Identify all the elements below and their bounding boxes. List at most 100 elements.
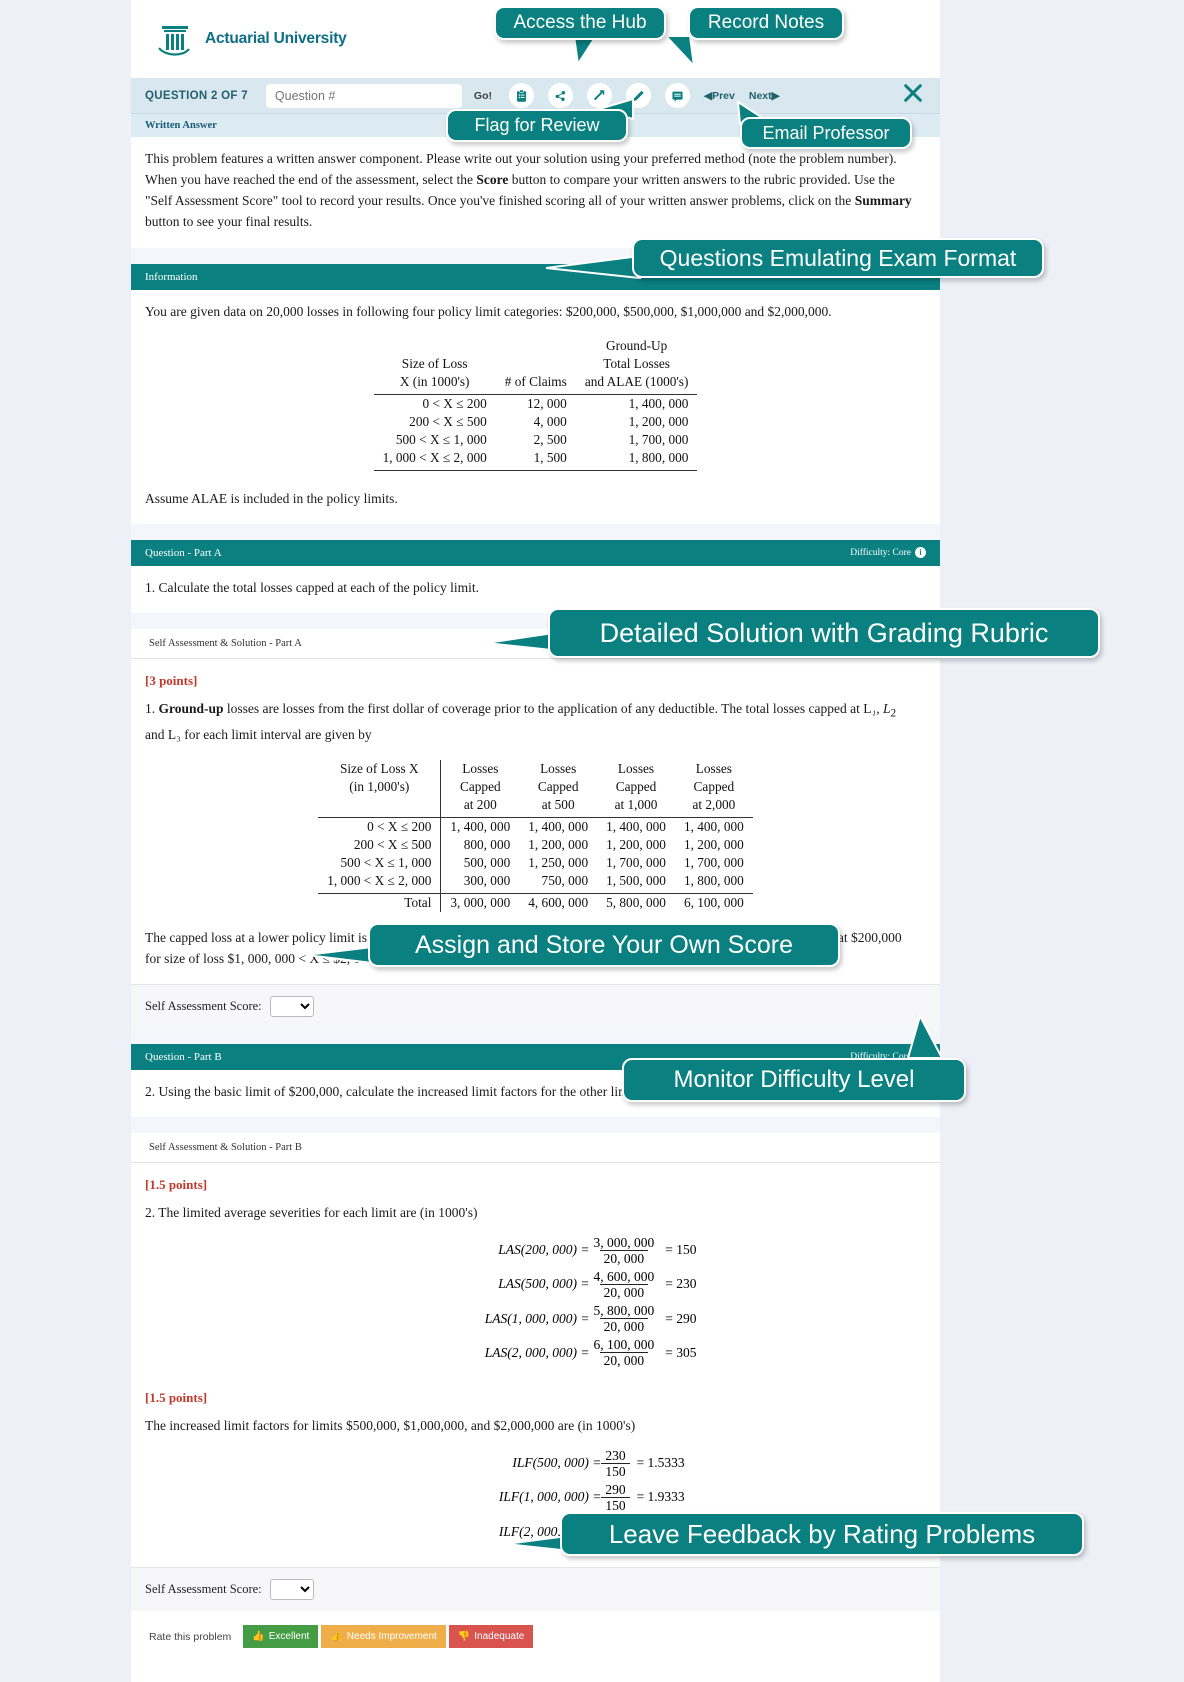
- hub-arrow-icon[interactable]: [587, 83, 612, 108]
- cell: 1, 250, 000: [528, 854, 589, 870]
- info-icon[interactable]: i: [915, 547, 926, 559]
- cell: 1, 700, 000: [606, 854, 666, 870]
- table-row: 0 < X ≤ 200 12, 000 1, 400, 000: [374, 394, 698, 413]
- fraction: 6, 100, 000 20, 000: [590, 1337, 659, 1368]
- cell: 0 < X ≤ 200: [422, 395, 487, 411]
- self-assessment-select-a[interactable]: [269, 996, 314, 1018]
- callout-email-professor: Email Professor: [740, 117, 912, 149]
- las-formula-row: LAS(2, 000, 000) = 6, 100, 000 20, 000 =…: [145, 1337, 926, 1368]
- callout-access-hub: Access the Hub: [494, 6, 666, 40]
- cell: 1, 200, 000: [528, 836, 589, 852]
- cell: 1, 200, 000: [628, 413, 689, 429]
- cell: 1, 000 < X ≤ 2, 000: [373, 448, 496, 471]
- rate-needs-improvement-button[interactable]: 👍 Needs Improvement: [321, 1625, 446, 1649]
- numerator: 4, 600, 000: [593, 1268, 655, 1284]
- th-capped-500: Capped: [537, 778, 579, 794]
- part-a-title: Question - Part A: [145, 546, 222, 559]
- table-row: 500 < X ≤ 1, 000 500, 000 1, 250, 000 1,…: [318, 853, 753, 872]
- part-b-intro-2: The increased limit factors for limits $…: [145, 1418, 636, 1434]
- part-b-difficulty-label: Difficulty: Core: [850, 1052, 911, 1062]
- table-row: Size of Loss X Losses Losses Losses Loss…: [318, 759, 753, 778]
- callout-flag-review: Flag for Review: [446, 109, 628, 142]
- flag-review-icon[interactable]: [548, 83, 573, 108]
- cell: 1, 200, 000: [606, 836, 666, 852]
- part-a-difficulty-label: Difficulty: Core: [850, 547, 911, 558]
- self-assessment-select-b[interactable]: [269, 1579, 314, 1601]
- part-b-question-text: 2. Using the basic limit of $200,000, ca…: [145, 1084, 645, 1100]
- table-row: 200 < X ≤ 500 800, 000 1, 200, 000 1, 20…: [318, 835, 753, 854]
- thumbs-up-icon: 👍: [330, 1631, 343, 1643]
- ilf-lhs: ILF(1, 000, 000) =: [498, 1489, 602, 1505]
- solution-part-b-body: [1.5 points] 2. The limited average seve…: [131, 1163, 940, 1568]
- cell: 1, 700, 000: [683, 854, 744, 870]
- las-rhs: = 230: [665, 1276, 697, 1292]
- numerator: 3, 000, 000: [593, 1234, 655, 1250]
- solution-part-b-header: Self Assessment & Solution - Part B: [131, 1133, 940, 1164]
- table-row: Size of Loss Total Losses: [374, 355, 698, 373]
- table-row: (in 1,000's) Capped Capped Capped Capped: [318, 777, 753, 796]
- email-professor-icon[interactable]: [665, 83, 690, 108]
- las-formula-row: LAS(200, 000) = 3, 000, 000 20, 000 = 15…: [145, 1235, 926, 1266]
- cell: 500 < X ≤ 1, 000: [395, 431, 487, 447]
- th-blank-1: [374, 337, 496, 355]
- callout-exam-format: Questions Emulating Exam Format: [632, 238, 1044, 278]
- capped-losses-table: Size of Loss X Losses Losses Losses Loss…: [318, 759, 753, 912]
- cell: 4, 000: [533, 413, 567, 429]
- rate-inadequate-label: Inadequate: [474, 1631, 525, 1643]
- rate-excellent-button[interactable]: 👍 Excellent: [243, 1625, 319, 1649]
- denominator: 20, 000: [599, 1249, 649, 1266]
- th-sizeofloss: Size of Loss: [401, 355, 468, 371]
- go-button[interactable]: Go!: [462, 90, 502, 102]
- brand-name: Actuarial University: [205, 30, 347, 47]
- th-alae: and ALAE (1000's): [575, 372, 698, 395]
- cell: 1, 400, 000: [683, 818, 744, 834]
- cell: 200 < X ≤ 500: [318, 835, 442, 854]
- th-losses-2000: Losses: [695, 760, 732, 776]
- th-at-1000: at 1,000: [597, 795, 675, 818]
- fraction: 230 150: [601, 1448, 630, 1479]
- table-row: Ground-Up: [374, 337, 698, 355]
- callout-monitor-difficulty: Monitor Difficulty Level: [622, 1058, 966, 1102]
- th-losses-500: Losses: [540, 760, 577, 776]
- cell: 1, 700, 000: [628, 431, 689, 447]
- table-row: 500 < X ≤ 1, 000 2, 500 1, 700, 000: [374, 431, 698, 449]
- next-link[interactable]: Next▶: [742, 90, 787, 102]
- question-number-input[interactable]: [265, 83, 462, 108]
- las-lhs: LAS(1, 000, 000) =: [484, 1310, 590, 1326]
- part-a-question-text: 1. Calculate the total losses capped at …: [145, 579, 480, 595]
- ilf-rhs: = 1.9333: [636, 1489, 685, 1505]
- las-lhs: LAS(2, 000, 000) =: [484, 1344, 590, 1360]
- rate-inadequate-button[interactable]: 👎 Inadequate: [448, 1625, 534, 1649]
- th-blank: [318, 795, 442, 818]
- close-icon[interactable]: [902, 82, 924, 109]
- clipboard-icon[interactable]: [509, 83, 534, 108]
- numerator: 290: [605, 1481, 626, 1497]
- ilf-lhs: ILF(500, 000) =: [512, 1455, 602, 1471]
- las-rhs: = 150: [665, 1242, 697, 1258]
- prev-link[interactable]: ◀Prev: [697, 90, 742, 102]
- table-row: 200 < X ≤ 500 4, 000 1, 200, 000: [374, 413, 698, 431]
- th-claims: # of Claims: [495, 372, 576, 395]
- part-b-points-2: [1.5 points]: [145, 1390, 208, 1406]
- groundup-keyword: Ground-up: [158, 701, 224, 717]
- cell: 2, 500: [533, 431, 567, 447]
- cell: 0 < X ≤ 200: [318, 817, 442, 836]
- wa-line-1: This problem features a written answer c…: [145, 151, 897, 166]
- wa-line-2: When you have reached the end of the ass…: [145, 170, 926, 189]
- written-answer-body: This problem features a written answer c…: [131, 137, 940, 248]
- part-b-points-1: [1.5 points]: [145, 1177, 208, 1193]
- information-intro: You are given data on 20,000 losses in f…: [145, 303, 832, 319]
- cell: 1, 400, 000: [628, 395, 689, 411]
- las-formula-group: LAS(200, 000) = 3, 000, 000 20, 000 = 15…: [145, 1235, 926, 1369]
- las-formula-row: LAS(1, 000, 000) = 5, 800, 000 20, 000 =…: [145, 1303, 926, 1334]
- th-totallosses: Total Losses: [603, 355, 670, 371]
- cell: 6, 100, 000: [683, 894, 744, 910]
- self-assessment-label-b: Self Assessment Score:: [145, 1582, 262, 1597]
- cell: 12, 000: [526, 395, 567, 411]
- las-lhs: LAS(200, 000) =: [498, 1242, 590, 1258]
- self-assessment-row-b: Self Assessment Score:: [131, 1567, 940, 1612]
- th-sizeofloss-x: Size of Loss X: [318, 759, 442, 778]
- th-capped-2000: Capped: [693, 778, 735, 794]
- th-capped-1000: Capped: [615, 778, 657, 794]
- las-rhs: = 290: [665, 1310, 697, 1326]
